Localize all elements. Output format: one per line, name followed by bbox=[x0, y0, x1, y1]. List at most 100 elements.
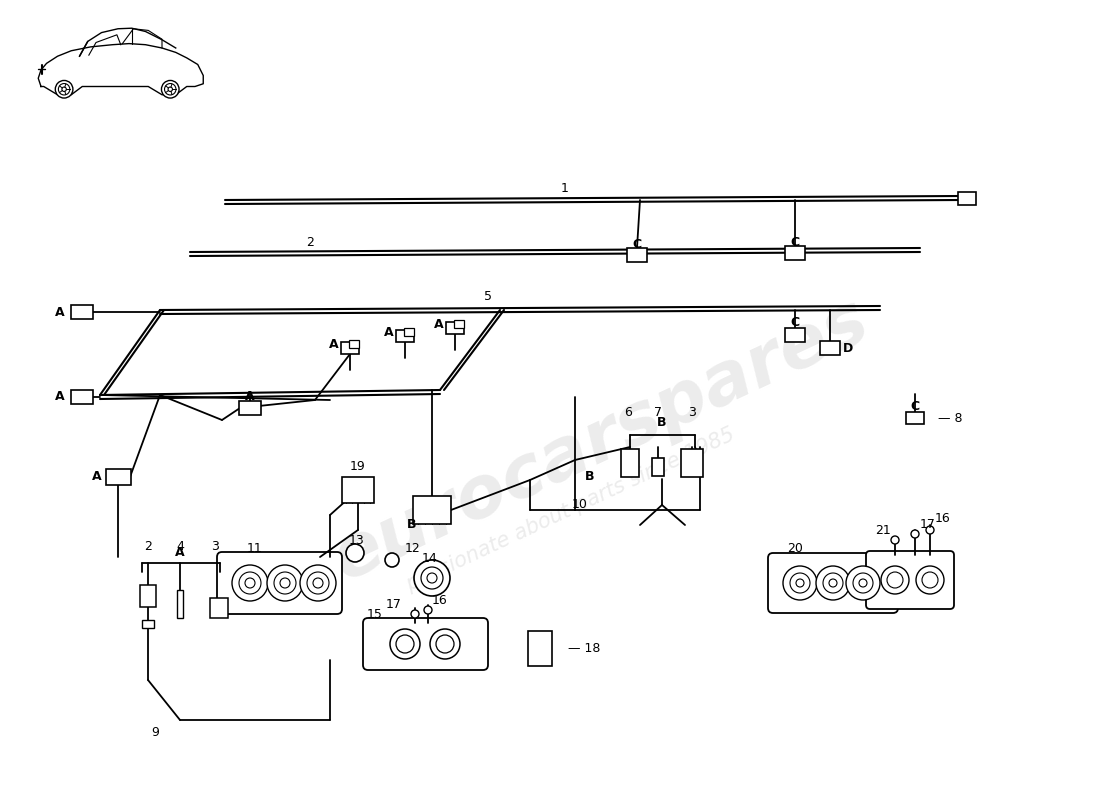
FancyBboxPatch shape bbox=[768, 553, 898, 613]
Circle shape bbox=[829, 579, 837, 587]
Text: 7: 7 bbox=[654, 406, 662, 419]
Circle shape bbox=[162, 81, 179, 98]
Text: 20: 20 bbox=[788, 542, 803, 554]
Bar bbox=[72, 305, 94, 319]
Bar bbox=[906, 412, 924, 424]
Text: 17: 17 bbox=[920, 518, 936, 530]
Circle shape bbox=[796, 579, 804, 587]
Bar bbox=[412, 496, 451, 524]
Bar bbox=[177, 590, 183, 618]
Circle shape bbox=[852, 573, 873, 593]
Bar bbox=[342, 477, 374, 503]
Circle shape bbox=[926, 526, 934, 534]
Bar bbox=[621, 449, 639, 477]
FancyBboxPatch shape bbox=[363, 618, 488, 670]
Text: 5: 5 bbox=[484, 290, 492, 303]
Bar bbox=[140, 585, 156, 607]
Circle shape bbox=[424, 606, 432, 614]
Text: 2: 2 bbox=[306, 235, 313, 249]
Bar bbox=[106, 469, 131, 485]
Circle shape bbox=[300, 565, 336, 601]
Circle shape bbox=[790, 573, 810, 593]
Circle shape bbox=[58, 83, 69, 95]
Text: 11: 11 bbox=[248, 542, 263, 554]
Text: 13: 13 bbox=[349, 534, 365, 546]
Text: C: C bbox=[632, 238, 641, 250]
Bar bbox=[627, 248, 647, 262]
Text: 14: 14 bbox=[422, 551, 438, 565]
Text: 17: 17 bbox=[386, 598, 402, 611]
Text: eurocarspares: eurocarspares bbox=[321, 286, 879, 594]
Circle shape bbox=[239, 572, 261, 594]
Bar bbox=[454, 320, 464, 328]
Circle shape bbox=[385, 553, 399, 567]
Circle shape bbox=[922, 572, 938, 588]
Circle shape bbox=[245, 578, 255, 588]
Text: 4: 4 bbox=[176, 539, 184, 553]
Text: A: A bbox=[92, 470, 102, 483]
Circle shape bbox=[168, 87, 173, 91]
Circle shape bbox=[823, 573, 843, 593]
Text: passionate about parts since 1985: passionate about parts since 1985 bbox=[403, 425, 738, 595]
Bar bbox=[958, 191, 976, 205]
Bar bbox=[72, 390, 94, 404]
Text: 9: 9 bbox=[151, 726, 158, 738]
Text: 16: 16 bbox=[935, 511, 950, 525]
Circle shape bbox=[916, 566, 944, 594]
Bar bbox=[820, 341, 840, 355]
Circle shape bbox=[280, 578, 290, 588]
Circle shape bbox=[232, 565, 268, 601]
Circle shape bbox=[396, 635, 414, 653]
Text: 12: 12 bbox=[405, 542, 420, 554]
Circle shape bbox=[390, 629, 420, 659]
Bar bbox=[785, 246, 805, 260]
Text: 3: 3 bbox=[211, 539, 219, 553]
Text: 2: 2 bbox=[144, 539, 152, 553]
Text: — 8: — 8 bbox=[938, 411, 962, 425]
Bar bbox=[404, 328, 414, 336]
Text: 1: 1 bbox=[561, 182, 569, 195]
Bar bbox=[396, 330, 414, 342]
Circle shape bbox=[891, 536, 899, 544]
Circle shape bbox=[911, 530, 918, 538]
Text: 10: 10 bbox=[572, 498, 587, 511]
Text: 16: 16 bbox=[432, 594, 448, 606]
Circle shape bbox=[314, 578, 323, 588]
Circle shape bbox=[55, 81, 73, 98]
Text: B: B bbox=[658, 417, 667, 430]
Circle shape bbox=[816, 566, 850, 600]
Text: C: C bbox=[791, 235, 800, 249]
Bar bbox=[446, 322, 464, 334]
Circle shape bbox=[430, 629, 460, 659]
Text: 3: 3 bbox=[689, 406, 696, 419]
Text: A: A bbox=[55, 390, 65, 403]
Text: A: A bbox=[245, 390, 255, 402]
Circle shape bbox=[267, 565, 303, 601]
Circle shape bbox=[414, 560, 450, 596]
Bar bbox=[652, 458, 664, 476]
Text: 6: 6 bbox=[624, 406, 631, 419]
Circle shape bbox=[427, 573, 437, 583]
Bar bbox=[239, 401, 261, 415]
Bar bbox=[681, 449, 703, 477]
Bar bbox=[341, 342, 359, 354]
Circle shape bbox=[859, 579, 867, 587]
Bar bbox=[528, 630, 552, 666]
Circle shape bbox=[307, 572, 329, 594]
Text: A: A bbox=[329, 338, 339, 350]
Bar bbox=[142, 620, 154, 628]
Circle shape bbox=[887, 572, 903, 588]
Circle shape bbox=[62, 87, 66, 91]
Bar bbox=[349, 340, 359, 348]
Text: D: D bbox=[843, 342, 854, 354]
Circle shape bbox=[274, 572, 296, 594]
FancyBboxPatch shape bbox=[866, 551, 954, 609]
Text: — 18: — 18 bbox=[568, 642, 601, 654]
Bar bbox=[785, 328, 805, 342]
Text: B: B bbox=[585, 470, 595, 483]
Text: A: A bbox=[434, 318, 443, 330]
Text: 21: 21 bbox=[876, 523, 891, 537]
Text: 19: 19 bbox=[350, 461, 366, 474]
Bar bbox=[210, 598, 228, 618]
Circle shape bbox=[165, 83, 176, 95]
